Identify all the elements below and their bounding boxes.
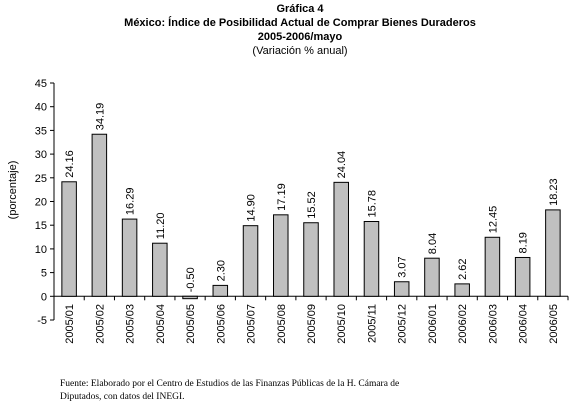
bar xyxy=(121,218,138,297)
y-tick-label: 40 xyxy=(35,102,47,114)
y-tick-label: 15 xyxy=(35,220,47,232)
y-tick-label: 35 xyxy=(35,125,47,137)
x-tick-label: 2006/05 xyxy=(548,304,560,344)
source-line: Diputados, con datos del INEGI. xyxy=(60,392,185,402)
chart-note: (Variación % anual) xyxy=(252,45,347,57)
value-label: 2.62 xyxy=(457,258,469,279)
bar xyxy=(333,181,349,297)
x-tick-label: 2005/06 xyxy=(215,304,227,344)
value-label: 34.19 xyxy=(94,103,106,131)
y-tick-label: 10 xyxy=(35,244,47,256)
y-axis-label: (porcentaje) xyxy=(7,161,19,220)
bar xyxy=(484,236,501,297)
x-tick-label: 2005/09 xyxy=(306,304,318,344)
y-tick-label: 45 xyxy=(35,78,47,90)
x-tick-label: 2006/04 xyxy=(518,304,530,344)
bar xyxy=(454,283,470,297)
value-label: 18.23 xyxy=(548,178,560,206)
bar xyxy=(273,214,289,297)
x-tick-label: 2005/02 xyxy=(94,304,106,344)
x-tick-label: 2005/04 xyxy=(155,304,167,344)
y-tick-label: 25 xyxy=(35,173,47,185)
value-label: 2.30 xyxy=(215,260,227,281)
value-label: 14.90 xyxy=(246,194,258,222)
chart-period: 2005-2006/mayo xyxy=(258,31,343,43)
bar xyxy=(182,295,198,300)
x-tick-label: 2005/10 xyxy=(336,304,348,344)
y-tick-label: 0 xyxy=(41,291,47,303)
x-tick-label: 2005/12 xyxy=(397,304,409,344)
value-label: 15.52 xyxy=(306,191,318,219)
x-tick-label: 2005/01 xyxy=(64,304,76,344)
value-label: 8.04 xyxy=(427,233,439,254)
value-label: 12.45 xyxy=(487,206,499,234)
x-tick-label: 2006/01 xyxy=(427,304,439,344)
bar xyxy=(212,284,229,297)
x-tick-label: 2005/11 xyxy=(366,304,378,343)
value-label: 3.07 xyxy=(397,256,409,277)
bar xyxy=(91,133,108,297)
bar xyxy=(242,225,259,297)
bar xyxy=(303,222,319,297)
value-label: 17.19 xyxy=(276,183,288,211)
x-tick-label: 2005/05 xyxy=(185,304,197,344)
chart-subtitle: México: Índice de Posibilidad Actual de … xyxy=(124,16,476,29)
y-tick-label: 30 xyxy=(35,149,47,161)
bar xyxy=(514,256,531,297)
value-label: 11.20 xyxy=(155,212,167,239)
bar xyxy=(393,281,410,297)
value-label: 24.04 xyxy=(336,151,348,179)
value-label: 16.29 xyxy=(125,188,137,216)
bar xyxy=(363,221,380,297)
value-label: 8.19 xyxy=(518,232,530,253)
value-label: 15.78 xyxy=(366,190,378,218)
y-tick-label: 5 xyxy=(41,268,47,280)
y-tick-label: -5 xyxy=(37,315,47,327)
x-tick-label: 2006/02 xyxy=(457,304,469,344)
value-label: -0.50 xyxy=(185,267,197,292)
source-line: Fuente: Elaborado por el Centro de Estud… xyxy=(60,379,399,389)
bar xyxy=(152,242,168,297)
x-tick-label: 2005/08 xyxy=(276,304,288,344)
value-label: 24.16 xyxy=(64,150,76,178)
bar xyxy=(61,181,77,297)
y-tick-label: 20 xyxy=(35,197,47,209)
x-tick-label: 2005/03 xyxy=(125,304,137,344)
x-tick-label: 2006/03 xyxy=(487,304,499,344)
chart-title: Gráfica 4 xyxy=(276,3,324,15)
x-tick-label: 2005/07 xyxy=(246,304,258,344)
bar xyxy=(545,209,561,297)
bar xyxy=(424,257,440,297)
